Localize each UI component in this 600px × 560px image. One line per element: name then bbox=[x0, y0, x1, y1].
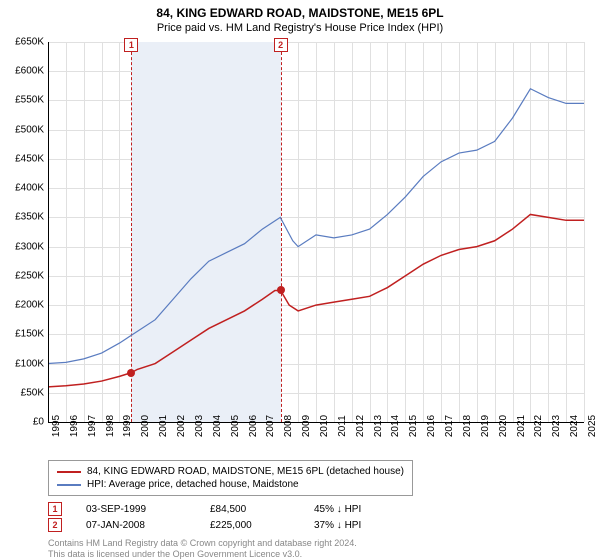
x-tick-label: 2004 bbox=[212, 415, 223, 437]
y-tick-label: £350K bbox=[0, 212, 44, 223]
x-tick-label: 2002 bbox=[176, 415, 187, 437]
legend-label: HPI: Average price, detached house, Maid… bbox=[87, 479, 299, 490]
y-tick-label: £200K bbox=[0, 300, 44, 311]
x-tick-label: 2019 bbox=[480, 415, 491, 437]
sale-marker-box: 1 bbox=[124, 38, 138, 52]
x-tick-label: 2014 bbox=[390, 415, 401, 437]
sale-row-marker: 1 bbox=[48, 502, 62, 516]
series-price-paid bbox=[48, 214, 584, 386]
sale-date: 07-JAN-2008 bbox=[86, 520, 186, 531]
line-plot bbox=[48, 42, 584, 422]
sale-row: 1 03-SEP-1999 £84,500 45% ↓ HPI bbox=[48, 502, 361, 516]
sale-delta: 37% ↓ HPI bbox=[314, 520, 361, 531]
sale-price: £84,500 bbox=[210, 504, 290, 515]
y-tick-label: £400K bbox=[0, 183, 44, 194]
gridline-v bbox=[584, 42, 585, 422]
sale-price: £225,000 bbox=[210, 520, 290, 531]
x-tick-label: 2025 bbox=[587, 415, 598, 437]
x-tick-label: 2009 bbox=[301, 415, 312, 437]
x-tick-label: 2024 bbox=[569, 415, 580, 437]
legend-swatch bbox=[57, 484, 81, 486]
x-tick-label: 2001 bbox=[158, 415, 169, 437]
y-tick-label: £0 bbox=[0, 417, 44, 428]
x-tick-label: 2022 bbox=[533, 415, 544, 437]
y-tick-label: £150K bbox=[0, 329, 44, 340]
chart-title: 84, KING EDWARD ROAD, MAIDSTONE, ME15 6P… bbox=[0, 0, 600, 20]
y-tick-label: £500K bbox=[0, 124, 44, 135]
sale-marker-box: 2 bbox=[274, 38, 288, 52]
y-tick-label: £550K bbox=[0, 95, 44, 106]
y-tick-label: £50K bbox=[0, 387, 44, 398]
x-tick-label: 2007 bbox=[265, 415, 276, 437]
sale-dot bbox=[127, 369, 135, 377]
y-tick-label: £650K bbox=[0, 37, 44, 48]
legend-item: 84, KING EDWARD ROAD, MAIDSTONE, ME15 6P… bbox=[57, 465, 404, 478]
y-tick-label: £300K bbox=[0, 241, 44, 252]
sale-row-marker: 2 bbox=[48, 518, 62, 532]
x-tick-label: 2023 bbox=[551, 415, 562, 437]
y-axis bbox=[48, 42, 49, 422]
x-tick-label: 1999 bbox=[122, 415, 133, 437]
x-tick-label: 2016 bbox=[426, 415, 437, 437]
y-tick-label: £250K bbox=[0, 270, 44, 281]
legend-item: HPI: Average price, detached house, Maid… bbox=[57, 478, 404, 491]
x-tick-label: 2011 bbox=[337, 415, 348, 437]
x-tick-label: 2012 bbox=[355, 415, 366, 437]
x-tick-label: 2013 bbox=[373, 415, 384, 437]
sale-dot bbox=[277, 286, 285, 294]
x-tick-label: 2003 bbox=[194, 415, 205, 437]
x-tick-label: 2017 bbox=[444, 415, 455, 437]
y-tick-label: £450K bbox=[0, 153, 44, 164]
legend-label: 84, KING EDWARD ROAD, MAIDSTONE, ME15 6P… bbox=[87, 466, 404, 477]
x-tick-label: 1997 bbox=[87, 415, 98, 437]
footer-line-1: Contains HM Land Registry data © Crown c… bbox=[48, 538, 357, 549]
x-tick-label: 2020 bbox=[498, 415, 509, 437]
series-hpi bbox=[48, 89, 584, 364]
x-tick-label: 2005 bbox=[230, 415, 241, 437]
x-tick-label: 2015 bbox=[408, 415, 419, 437]
chart-plot-area: 12 £0£50K£100K£150K£200K£250K£300K£350K£… bbox=[48, 42, 584, 422]
x-tick-label: 1996 bbox=[69, 415, 80, 437]
chart-subtitle: Price paid vs. HM Land Registry's House … bbox=[0, 20, 600, 34]
x-tick-label: 1998 bbox=[105, 415, 116, 437]
x-tick-label: 2021 bbox=[516, 415, 527, 437]
legend-swatch bbox=[57, 471, 81, 473]
footer-line-2: This data is licensed under the Open Gov… bbox=[48, 549, 302, 560]
legend: 84, KING EDWARD ROAD, MAIDSTONE, ME15 6P… bbox=[48, 460, 413, 496]
sale-row: 2 07-JAN-2008 £225,000 37% ↓ HPI bbox=[48, 518, 361, 532]
sale-delta: 45% ↓ HPI bbox=[314, 504, 361, 515]
x-tick-label: 2018 bbox=[462, 415, 473, 437]
x-tick-label: 1995 bbox=[51, 415, 62, 437]
sale-date: 03-SEP-1999 bbox=[86, 504, 186, 515]
x-tick-label: 2006 bbox=[248, 415, 259, 437]
x-tick-label: 2010 bbox=[319, 415, 330, 437]
y-tick-label: £600K bbox=[0, 66, 44, 77]
y-tick-label: £100K bbox=[0, 358, 44, 369]
x-tick-label: 2000 bbox=[140, 415, 151, 437]
x-tick-label: 2008 bbox=[283, 415, 294, 437]
